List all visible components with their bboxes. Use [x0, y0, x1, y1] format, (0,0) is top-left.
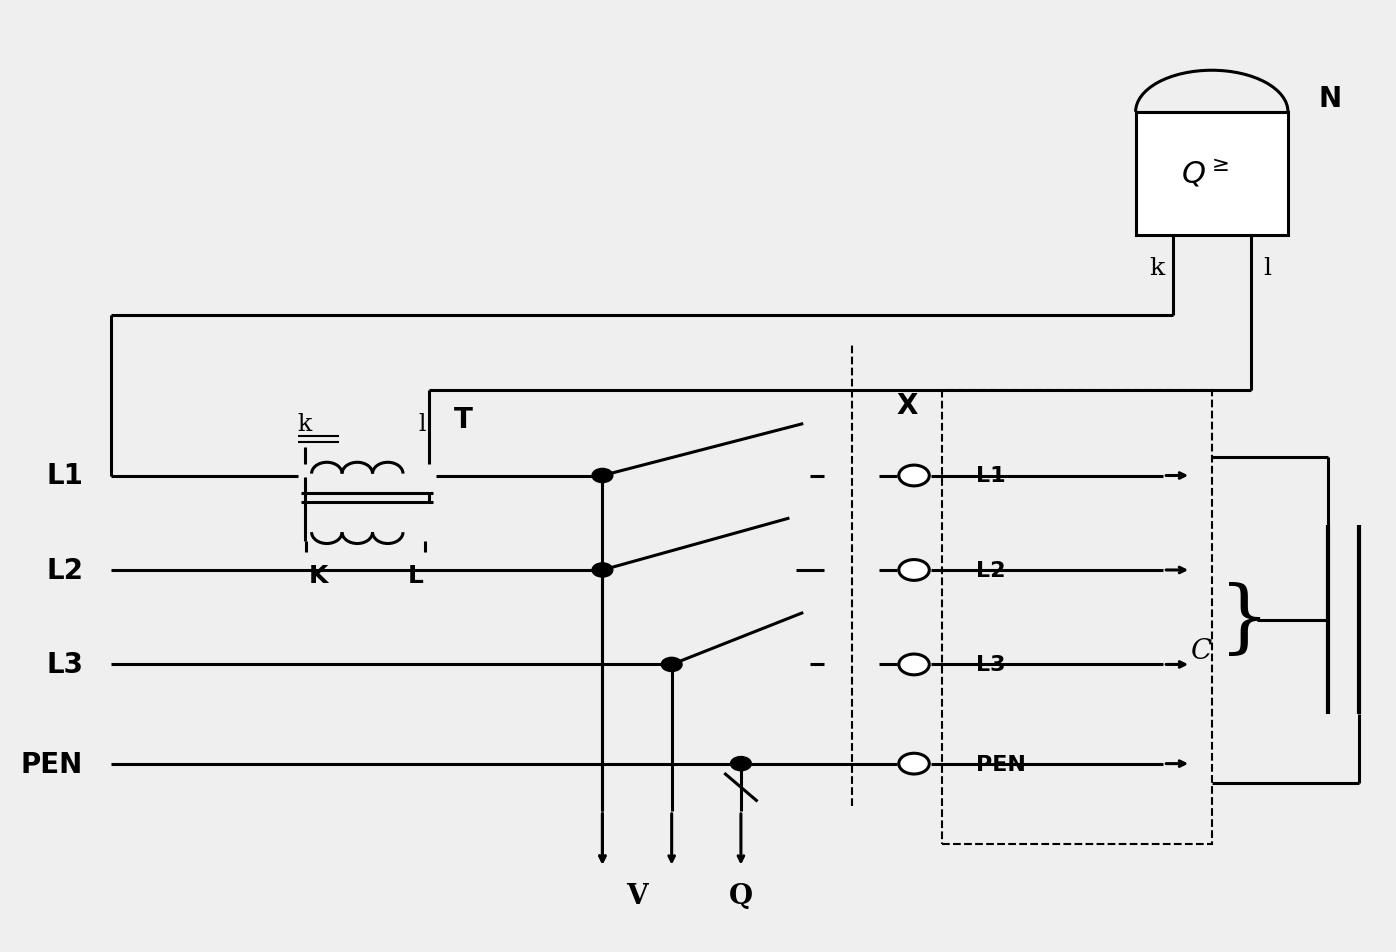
Text: L3: L3 [46, 651, 84, 679]
Text: Q: Q [729, 883, 752, 909]
Text: PEN: PEN [976, 754, 1026, 774]
Text: k: k [297, 412, 311, 436]
Text: V: V [627, 883, 648, 909]
Text: L2: L2 [976, 561, 1007, 581]
Text: K: K [309, 563, 328, 587]
Text: }: } [1219, 581, 1270, 659]
Text: T: T [454, 406, 473, 433]
Text: L: L [408, 563, 423, 587]
Circle shape [730, 757, 751, 771]
Text: L1: L1 [976, 466, 1007, 486]
Text: L2: L2 [46, 556, 84, 585]
Text: L3: L3 [976, 655, 1007, 675]
Text: C: C [1191, 637, 1212, 664]
Text: k: k [1149, 257, 1164, 280]
Circle shape [899, 654, 930, 675]
Text: X: X [896, 391, 917, 419]
Text: PEN: PEN [21, 750, 84, 778]
Text: l: l [419, 412, 426, 436]
Circle shape [662, 658, 683, 672]
Text: L1: L1 [46, 462, 84, 490]
Text: N: N [1318, 85, 1342, 112]
Circle shape [592, 564, 613, 578]
Bar [1135, 112, 1289, 235]
Bar [942, 391, 1212, 844]
Circle shape [592, 469, 613, 483]
Text: l: l [1263, 257, 1272, 280]
Text: $Q^{\geq}$: $Q^{\geq}$ [1181, 158, 1228, 190]
Circle shape [899, 753, 930, 774]
Circle shape [899, 560, 930, 581]
Circle shape [899, 466, 930, 486]
